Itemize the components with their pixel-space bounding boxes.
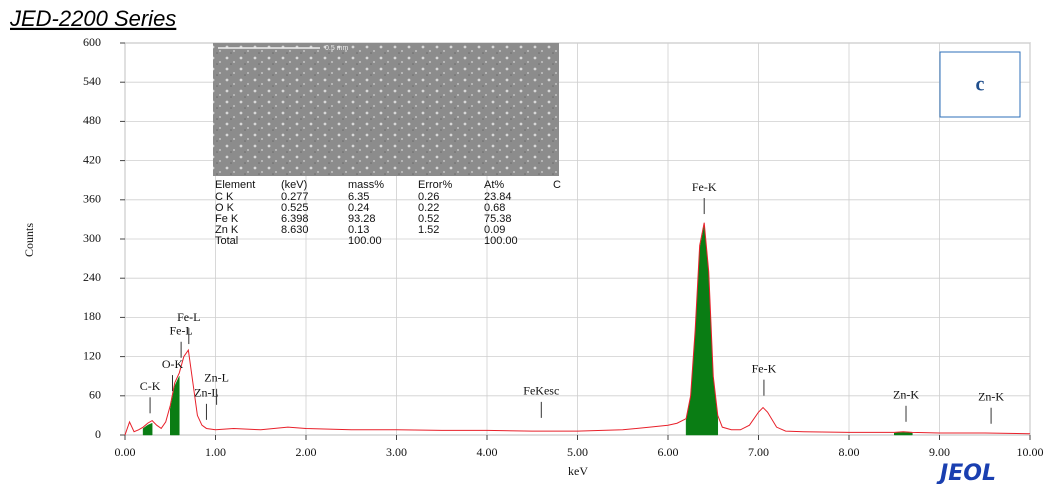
y-tick-label: 120 [83, 348, 101, 362]
y-tick-label: 180 [83, 309, 101, 323]
table-cell: 100.00 [348, 235, 382, 247]
x-tick-label: 0.00 [115, 445, 136, 459]
x-tick-label: 7.00 [748, 445, 769, 459]
table-cell: 0.09 [484, 224, 505, 236]
y-tick-label: 600 [83, 35, 101, 49]
y-axis-label: Counts [22, 223, 36, 257]
peak-label: C-K [140, 379, 161, 393]
table-cell: Fe K [215, 213, 239, 225]
peak-label: Fe-L [177, 310, 200, 324]
panel-label: c [976, 74, 985, 96]
y-tick-label: 300 [83, 231, 101, 245]
x-tick-label: 5.00 [567, 445, 588, 459]
x-tick-label: 2.00 [296, 445, 317, 459]
table-header: Element [215, 179, 255, 191]
peak-label: O-K [162, 357, 184, 371]
logo: JEOL [936, 461, 996, 484]
y-tick-label: 420 [83, 152, 101, 166]
peak-area [142, 225, 913, 436]
y-tick-label: 240 [83, 270, 101, 284]
spectrum-line [124, 222, 1031, 436]
peak-label: Fe-K [692, 180, 717, 194]
table-cell: 0.52 [418, 213, 439, 225]
table-header: mass% [348, 179, 384, 191]
x-tick-label: 10.00 [1017, 445, 1044, 459]
table-cell: C K [215, 191, 234, 203]
table-cell: 0.22 [418, 202, 439, 214]
table-header: Error% [418, 179, 452, 191]
x-tick-label: 4.00 [477, 445, 498, 459]
y-tick-label: 480 [83, 113, 101, 127]
table-cell: Zn K [215, 224, 239, 236]
table-cell: O K [215, 202, 235, 214]
table-cell: 6.398 [281, 213, 309, 225]
table-cell: 93.28 [348, 213, 376, 225]
x-tick-label: 8.00 [839, 445, 860, 459]
table-cell: 1.52 [418, 224, 439, 236]
panel-box [939, 51, 1021, 118]
peak-label: Zn-K [893, 388, 919, 402]
chart-title: JED-2200 Series [9, 6, 176, 31]
x-tick-label: 9.00 [929, 445, 950, 459]
peak-label: Fe-K [752, 361, 777, 375]
table-header: C [553, 179, 561, 191]
table-cell: Total [215, 235, 238, 247]
scale-label: 0.5 mm [325, 45, 349, 52]
table-cell: 0.277 [281, 191, 309, 203]
table-cell: 23.84 [484, 191, 512, 203]
table-header: At% [484, 179, 504, 191]
peak-label: FeKesc [523, 384, 559, 398]
x-tick-label: 3.00 [386, 445, 407, 459]
x-tick-label: 6.00 [658, 445, 679, 459]
table-cell: 0.26 [418, 191, 439, 203]
peak-label: Zn-K [978, 390, 1004, 404]
peak-label: Fe-L [169, 324, 192, 338]
y-tick-label: 540 [83, 74, 101, 88]
table-cell: 6.35 [348, 191, 369, 203]
y-tick-label: 0 [95, 427, 101, 441]
table-header: (keV) [281, 179, 307, 191]
y-tick-label: 60 [89, 388, 101, 402]
table-cell: 0.525 [281, 202, 309, 214]
y-tick-label: 360 [83, 192, 101, 206]
table-cell: 0.13 [348, 224, 369, 236]
table-cell: 75.38 [484, 213, 512, 225]
x-tick-label: 1.00 [205, 445, 226, 459]
table-cell: 0.24 [348, 202, 369, 214]
table-cell: 0.68 [484, 202, 505, 214]
peak-label: Zn-L [204, 371, 229, 385]
table-cell: 8.630 [281, 224, 309, 236]
x-axis-label: keV [568, 464, 588, 478]
table-cell: 100.00 [484, 235, 518, 247]
sem-image [213, 43, 559, 176]
peak-label: Zn-L [194, 386, 219, 400]
